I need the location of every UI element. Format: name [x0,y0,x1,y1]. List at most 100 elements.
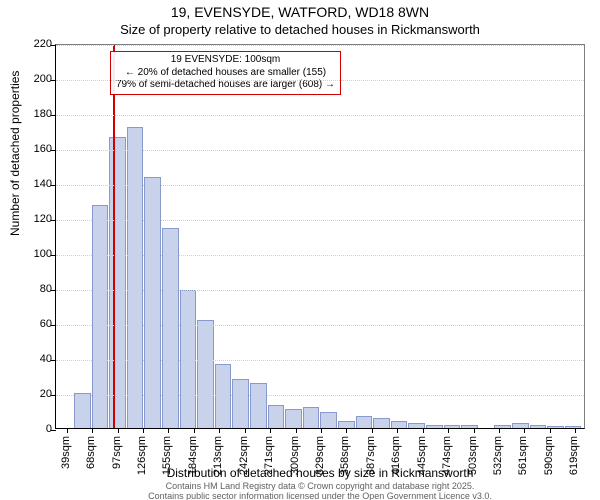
xtick-label: 242sqm [238,436,250,475]
xtick-label: 358sqm [339,436,351,475]
xtick-label: 387sqm [365,436,377,475]
histogram-bar [127,127,144,428]
footer-line-2: Contains public sector information licen… [148,491,492,500]
histogram-bar [461,425,478,428]
histogram-bar [303,407,320,428]
histogram-bar [530,425,547,428]
xtick-label: 155sqm [161,436,173,475]
xtick-mark [575,428,576,433]
ytick-label: 20 [12,388,52,400]
ytick-label: 200 [12,73,52,85]
ytick-label: 0 [12,423,52,435]
histogram-bar [338,421,355,428]
gridline [56,220,584,221]
xtick-mark [499,428,500,433]
histogram-bar [268,405,285,428]
xtick-label: 416sqm [390,436,402,475]
xtick-label: 68sqm [85,436,97,469]
ytick-label: 40 [12,353,52,365]
xtick-mark [346,428,347,433]
gridline [56,395,584,396]
callout-line-1: 19 EVENSYDE: 100sqm [116,54,335,67]
chart-title: 19, EVENSYDE, WATFORD, WD18 8WN [0,4,600,20]
histogram-bar [426,425,443,428]
gridline [56,255,584,256]
histogram-bar [74,393,91,428]
xtick-mark [219,428,220,433]
xtick-label: 213sqm [212,436,224,475]
gridline [56,360,584,361]
ytick-label: 100 [12,248,52,260]
callout-box: 19 EVENSYDE: 100sqm ← 20% of detached ho… [110,51,341,95]
xtick-mark [92,428,93,433]
xtick-label: 561sqm [517,436,529,475]
chart-subtitle: Size of property relative to detached ho… [0,22,600,37]
xtick-mark [270,428,271,433]
histogram-bar [444,425,461,428]
xtick-label: 532sqm [492,436,504,475]
histogram-bar [232,379,249,428]
xtick-mark [474,428,475,433]
xtick-mark [194,428,195,433]
xtick-mark [245,428,246,433]
gridline [56,325,584,326]
histogram-bar [285,409,302,428]
xtick-label: 300sqm [289,436,301,475]
histogram-bars [56,45,584,428]
xtick-mark [118,428,119,433]
ytick-label: 220 [12,38,52,50]
footer-line-1: Contains HM Land Registry data © Crown c… [166,481,475,491]
xtick-mark [321,428,322,433]
histogram-bar [391,421,408,428]
xtick-label: 97sqm [111,436,123,469]
xtick-label: 503sqm [467,436,479,475]
xtick-label: 39sqm [60,436,72,469]
gridline [56,150,584,151]
ytick-label: 160 [12,143,52,155]
histogram-bar [356,416,373,428]
ytick-label: 180 [12,108,52,120]
xtick-mark [372,428,373,433]
property-size-chart: 19, EVENSYDE, WATFORD, WD18 8WN Size of … [0,0,600,500]
xtick-label: 590sqm [543,436,555,475]
gridline [56,290,584,291]
xtick-mark [550,428,551,433]
xtick-mark [296,428,297,433]
gridline [56,115,584,116]
xtick-label: 184sqm [187,436,199,475]
reference-line [113,45,115,428]
xtick-mark [168,428,169,433]
gridline [56,45,584,46]
xtick-mark [524,428,525,433]
xtick-mark [67,428,68,433]
histogram-bar [512,423,529,428]
attribution-footer: Contains HM Land Registry data © Crown c… [55,482,585,500]
xtick-mark [448,428,449,433]
histogram-bar [144,177,161,428]
xtick-label: 445sqm [416,436,428,475]
ytick-label: 60 [12,318,52,330]
histogram-bar [565,426,582,428]
xtick-mark [397,428,398,433]
xtick-label: 126sqm [136,436,148,475]
plot-area: 19 EVENSYDE: 100sqm ← 20% of detached ho… [55,44,585,429]
histogram-bar [250,383,267,428]
gridline [56,80,584,81]
xtick-mark [423,428,424,433]
ytick-label: 140 [12,178,52,190]
xtick-label: 329sqm [314,436,326,475]
gridline [56,185,584,186]
histogram-bar [162,228,179,428]
xtick-label: 474sqm [441,436,453,475]
callout-line-2: ← 20% of detached houses are smaller (15… [116,67,335,80]
xtick-label: 271sqm [263,436,275,475]
ytick-label: 80 [12,283,52,295]
xtick-label: 619sqm [568,436,580,475]
histogram-bar [494,425,511,428]
histogram-bar [320,412,337,428]
ytick-label: 120 [12,213,52,225]
xtick-mark [143,428,144,433]
histogram-bar [109,137,126,428]
histogram-bar [197,320,214,428]
histogram-bar [373,418,390,428]
